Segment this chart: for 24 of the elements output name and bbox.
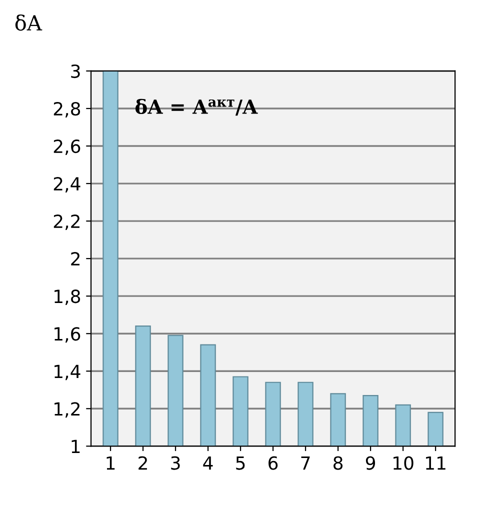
x-tick-label: 5 [236, 456, 245, 470]
y-tick-label: 2,6 [54, 139, 80, 155]
x-tick-label: 10 [394, 456, 414, 470]
x-tick-label: 7 [301, 456, 310, 470]
y-tick-label: 1,6 [54, 327, 80, 343]
y-axis-title: δA [15, 14, 42, 31]
y-tick-label: 1,4 [54, 364, 80, 380]
x-tick-label: 2 [138, 456, 147, 470]
annotation: δA = A$^{акт}$/A [135, 98, 258, 116]
y-tick-label: 2,2 [54, 214, 80, 230]
y-tick-label: 1,2 [54, 402, 80, 418]
y-tick-label: 3 [71, 64, 80, 78]
y-tick-label: 2,4 [54, 176, 80, 192]
x-tick-label: 1 [106, 456, 115, 470]
x-tick-label: 9 [366, 456, 376, 470]
y-tick-label: 1,8 [54, 290, 80, 306]
y-tick-label: 1 [72, 440, 80, 454]
y-tick-label: 2,8 [54, 102, 80, 118]
x-tick-label: 4 [203, 456, 213, 470]
x-tick-label: 8 [334, 456, 343, 470]
y-tick-label: 2 [71, 252, 80, 266]
x-tick-label: 11 [426, 456, 446, 470]
x-tick-label: 3 [171, 456, 180, 470]
x-tick-label: 6 [268, 456, 278, 470]
